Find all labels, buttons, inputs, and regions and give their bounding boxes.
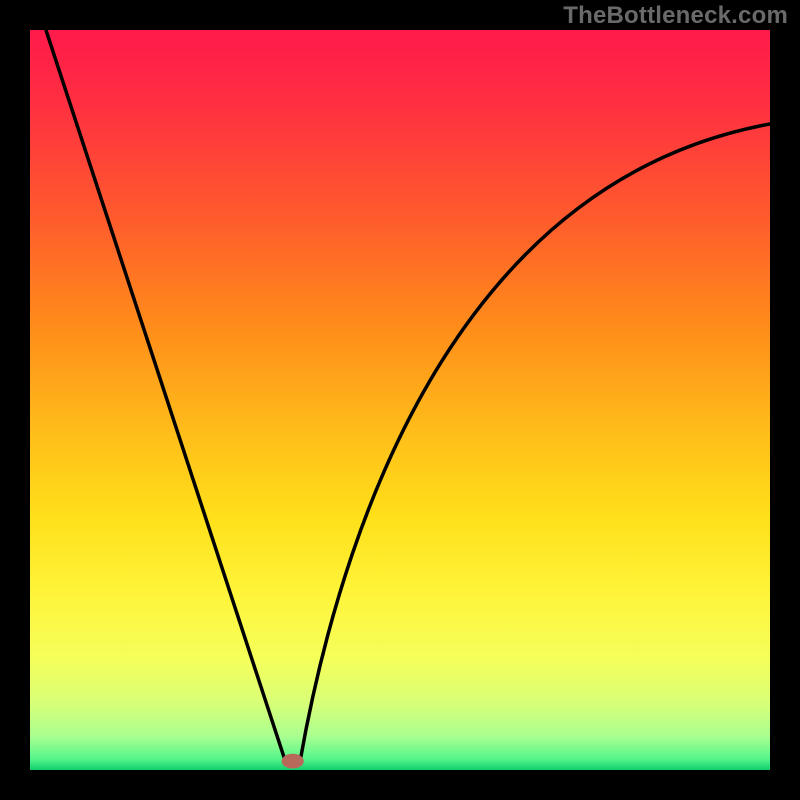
chart-plot-background — [30, 30, 770, 770]
optimum-marker — [282, 754, 304, 769]
chart-container: TheBottleneck.com — [0, 0, 800, 800]
bottleneck-chart — [0, 0, 800, 800]
watermark-text: TheBottleneck.com — [563, 2, 788, 30]
